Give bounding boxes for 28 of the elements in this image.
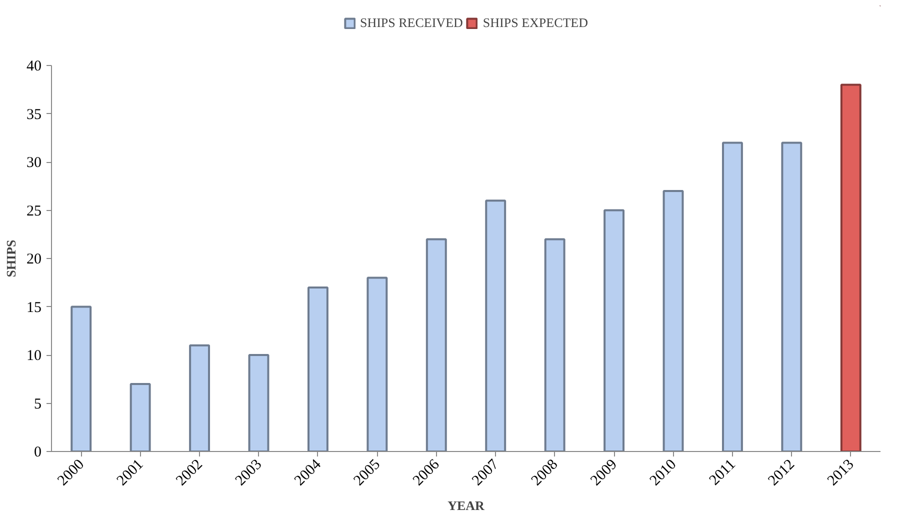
y-tick-label: 40 (26, 58, 42, 74)
y-tick-label: 5 (34, 396, 42, 412)
bar (781, 142, 802, 452)
bar (544, 238, 566, 452)
bar (485, 200, 506, 452)
bar (426, 238, 447, 452)
y-tick-label: 20 (26, 252, 42, 268)
bar (248, 354, 270, 452)
x-axis-title: YEAR (448, 498, 486, 513)
bar (189, 344, 210, 452)
bar (662, 190, 684, 452)
y-tick-label: 30 (26, 155, 42, 171)
y-axis-title: SHIPS (4, 240, 18, 278)
x-tick-label: 2011 (706, 456, 739, 489)
bar (604, 209, 625, 452)
bar (307, 286, 328, 452)
y-tick-label: 0 (34, 444, 42, 460)
legend-label: SHIPS RECEIVED (360, 14, 463, 30)
bar (130, 382, 151, 452)
y-tick-label: 35 (26, 106, 42, 123)
y-tick-label: 10 (26, 348, 42, 364)
bar (70, 306, 92, 452)
bar (840, 84, 862, 452)
bar (722, 142, 743, 452)
bar (366, 276, 388, 452)
y-tick-label: 15 (26, 300, 42, 316)
y-tick-label: 25 (26, 203, 42, 220)
legend-label: SHIPS EXPECTED (482, 14, 588, 30)
